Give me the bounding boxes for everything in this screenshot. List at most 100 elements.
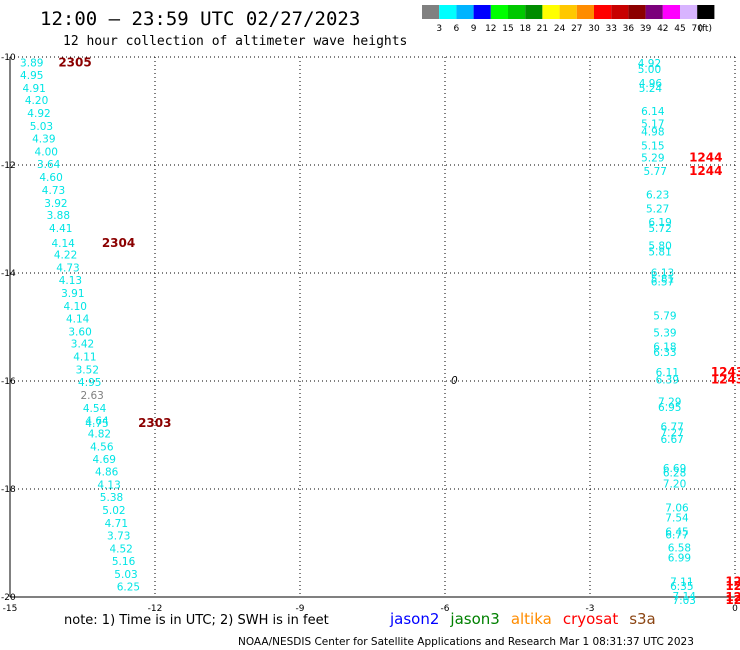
wave-height-label: 4.54 [83,403,107,415]
wave-height-label: 4.14 [51,238,75,250]
wave-height-label: 5.77 [644,166,667,178]
wave-height-label: 3.91 [61,288,84,300]
colorbar-swatch [611,5,629,19]
colorbar-swatch [422,5,440,19]
wave-height-label: 7.29 [658,397,681,409]
wave-height-label: 4.95 [20,70,43,82]
y-tick-label: -18 [1,485,16,495]
plot-grid [9,56,736,598]
wave-height-label: 5.03 [114,569,137,581]
colorbar-label: 18 [519,24,531,34]
y-tick-label: -14 [1,269,16,279]
wave-height-label: 4.91 [22,83,45,95]
wave-height-label: 6.28 [663,467,686,479]
wave-height-label: 5.80 [648,240,671,252]
colorbar-label: 36 [623,24,635,34]
satellite-cryosat: cryosat [563,610,618,628]
wave-height-label: 7.54 [665,513,689,525]
wave-height-label: 4.96 [639,78,663,90]
wave-height-label: 4.60 [39,172,62,184]
chart-title: 12:00 — 23:59 UTC 02/27/2023 [40,8,360,30]
colorbar-label: 24 [554,24,566,34]
wave-height-label: 7.11 [670,576,693,588]
wave-height-label: 4.82 [88,428,111,440]
wave-height-label: 5.17 [641,118,664,130]
time-label: 12 [725,579,740,593]
wave-height-label: 4.14 [66,313,90,325]
wave-height-label: 4.73 [56,263,79,275]
wave-height-label: 4.95 [78,377,101,389]
wave-height-label: 7.14 [673,591,697,603]
colorbar-label: 27 [571,24,582,34]
x-tick-label: -3 [586,604,595,614]
wave-height-label: 4.71 [105,518,128,530]
wave-height-label: 4.22 [54,250,77,262]
wave-height-label: 4.13 [97,480,120,492]
time-label: 2304 [102,236,135,250]
colorbar-swatch [628,5,646,19]
wave-height-label: 3.42 [71,339,94,351]
wave-height-label: 5.38 [100,492,123,504]
wave-height-label: 5.79 [653,311,676,323]
wave-height-label: 4.10 [64,301,87,313]
wave-height-label: 5.03 [30,121,53,133]
colorbar-label: 3 [436,24,442,34]
wave-height-label: 3.73 [107,530,130,542]
wave-height-label: 6.23 [646,190,669,202]
colorbar-label: 33 [605,24,616,34]
wave-height-label: 4.69 [93,454,116,466]
time-label: 12 [725,574,740,588]
wave-height-label: 3.88 [47,210,70,222]
satellite-legend: jason2 jason3 altika cryosat s3a [389,610,656,628]
colorbar-label: 15 [502,24,513,34]
x-tick-label: 0 [732,604,738,614]
wave-height-label: 6.99 [668,553,691,565]
wave-height-label: 7.03 [673,595,696,607]
time-label: 2305 [58,55,91,69]
wave-height-label: 4.41 [49,223,72,235]
wave-height-label: 5.24 [639,83,663,95]
wave-height-label: 5.15 [641,141,664,153]
time-label: 1244 [689,164,722,178]
colorbar-label: 9 [471,24,477,34]
wave-height-label: 5.00 [638,64,661,76]
wave-height-label: 3.64 [37,159,61,171]
wave-height-label: 4.52 [109,543,132,555]
colorbar-swatch [576,5,594,19]
x-tick-label: -9 [296,604,305,614]
wave-height-label: 5.39 [653,327,676,339]
wave-height-label: 6.67 [660,434,683,446]
wave-height-label: 4.73 [42,185,65,197]
wave-height-label: 4.11 [73,352,96,364]
colorbar-swatch [559,5,577,19]
wave-height-label: 5.02 [102,505,125,517]
colorbar-legend: 3 6 9 12 15 18 21 24 27 30 33 36 39 42 45 70(ft) [422,5,715,34]
plot-area: 3.894.954.914.204.925.034.394.003.644.60… [20,55,740,607]
colorbar-label: 12 [485,24,496,34]
wave-height-label: 6.69 [663,463,686,475]
colorbar-swatch [473,5,491,19]
x-tick-label: -12 [148,604,163,614]
wave-height-label: 6.95 [658,402,681,414]
colorbar-unit: (ft) [698,24,712,34]
satellite-altika: altika [511,610,552,628]
time-label: 12 [725,590,740,604]
y-tick-label: -16 [1,377,16,387]
wave-height-label: 4.64 [85,415,109,427]
wave-height-label: 5.81 [648,246,671,258]
satellite-jason3: jason3 [449,610,499,628]
wave-height-label: 4.13 [59,275,82,287]
wave-height-label: 5.27 [646,204,669,216]
y-tick-label: -12 [1,161,16,171]
wave-height-label: 6.77 [660,421,683,433]
wave-height-label: 6.58 [668,542,691,554]
wave-height-label: 3.89 [20,57,43,69]
wave-height-label: 4.39 [32,134,55,146]
center-marker: 0 [451,375,458,387]
wave-height-label: 4.56 [90,441,114,453]
time-label: 1243 [711,372,740,386]
colorbar-swatch [645,5,663,19]
wave-height-label: 6.19 [648,217,671,229]
wave-height-label: 5.16 [112,556,136,568]
